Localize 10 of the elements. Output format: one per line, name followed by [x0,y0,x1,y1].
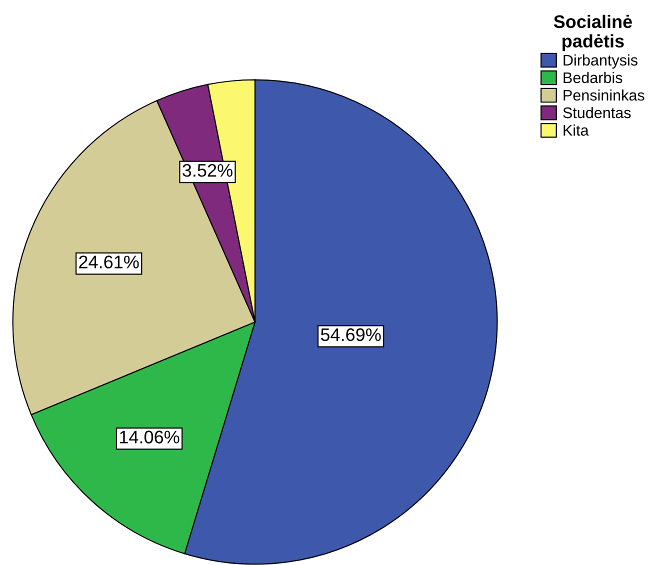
legend-label: Dirbantysis [564,54,638,69]
data-label: 14.06% [120,430,180,444]
legend-title: Socialinė padėtis [554,14,632,52]
legend-label: Bedarbis [564,72,622,84]
data-label: 54.69% [320,328,381,342]
legend-label: Studentas [563,106,631,118]
data-label: 3.52% [182,164,232,177]
data-label: 24.61% [79,256,139,268]
legend-label: Pensininkas [564,89,644,101]
legend-label: Kita [564,124,589,136]
